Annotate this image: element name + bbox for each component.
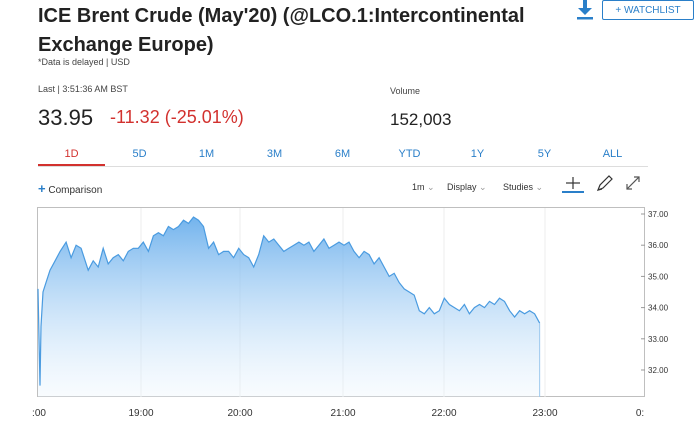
watchlist-button[interactable]: + WATCHLIST xyxy=(602,0,694,20)
price-line xyxy=(37,216,541,386)
tab-6m[interactable]: 6M xyxy=(334,148,351,160)
last-price: 33.95 xyxy=(38,105,94,130)
interval-select[interactable]: 1m ⌄ xyxy=(412,182,435,193)
last-trade-label: Last | 3:51:36 AM BST xyxy=(38,84,128,94)
chevron-down-icon: ⌄ xyxy=(479,182,487,192)
display-label: Display xyxy=(447,182,477,192)
y-tick-label: 35.00 xyxy=(648,272,669,281)
volume-label: Volume xyxy=(390,86,421,96)
studies-select[interactable]: Studies ⌄ xyxy=(503,182,543,193)
tab-3m[interactable]: 3M xyxy=(266,148,283,160)
x-tick-label: 21:00 xyxy=(330,408,355,419)
draw-icon[interactable] xyxy=(594,174,616,194)
x-tick-label: :00 xyxy=(32,408,46,419)
plus-icon: + xyxy=(38,181,46,196)
y-tick-label: 34.00 xyxy=(648,304,669,313)
x-tick-label: 0: xyxy=(636,408,644,419)
crosshair-icon[interactable] xyxy=(562,174,584,194)
x-tick-label: 19:00 xyxy=(128,408,153,419)
y-tick-label: 33.00 xyxy=(648,335,669,344)
expand-icon[interactable] xyxy=(622,174,644,194)
x-tick-label: 22:00 xyxy=(431,408,456,419)
display-select[interactable]: Display ⌄ xyxy=(447,182,487,193)
price-area xyxy=(38,217,540,397)
studies-label: Studies xyxy=(503,182,534,192)
tab-1d[interactable]: 1D xyxy=(38,148,105,166)
volume-value: 152,003 xyxy=(390,110,452,129)
comparison-button[interactable]: + Comparison xyxy=(38,181,102,196)
x-tick-label: 23:00 xyxy=(532,408,557,419)
tab-ytd[interactable]: YTD xyxy=(398,148,421,160)
x-tick-label: 20:00 xyxy=(227,408,252,419)
tab-1m[interactable]: 1M xyxy=(198,148,215,160)
timeframe-tabs: 1D 5D 1M 3M 6M YTD 1Y 5Y ALL xyxy=(38,148,648,167)
delayed-note: *Data is delayed | USD xyxy=(38,57,130,67)
chevron-down-icon: ⌄ xyxy=(427,182,435,192)
tab-1y[interactable]: 1Y xyxy=(470,148,485,160)
download-icon[interactable] xyxy=(574,0,596,20)
tab-all[interactable]: ALL xyxy=(602,148,623,160)
tab-5d[interactable]: 5D xyxy=(132,148,147,160)
comparison-label: Comparison xyxy=(48,185,103,196)
price-change: -11.32 (-25.01%) xyxy=(110,107,244,127)
chevron-down-icon: ⌄ xyxy=(535,182,544,192)
y-tick-label: 32.00 xyxy=(648,366,669,375)
y-tick-label: 37.00 xyxy=(648,210,669,219)
interval-label: 1m xyxy=(412,182,425,192)
page-title: ICE Brent Crude (May'20) (@LCO.1:Interco… xyxy=(38,5,525,56)
tab-5y[interactable]: 5Y xyxy=(537,148,552,160)
y-tick-label: 36.00 xyxy=(648,241,669,250)
